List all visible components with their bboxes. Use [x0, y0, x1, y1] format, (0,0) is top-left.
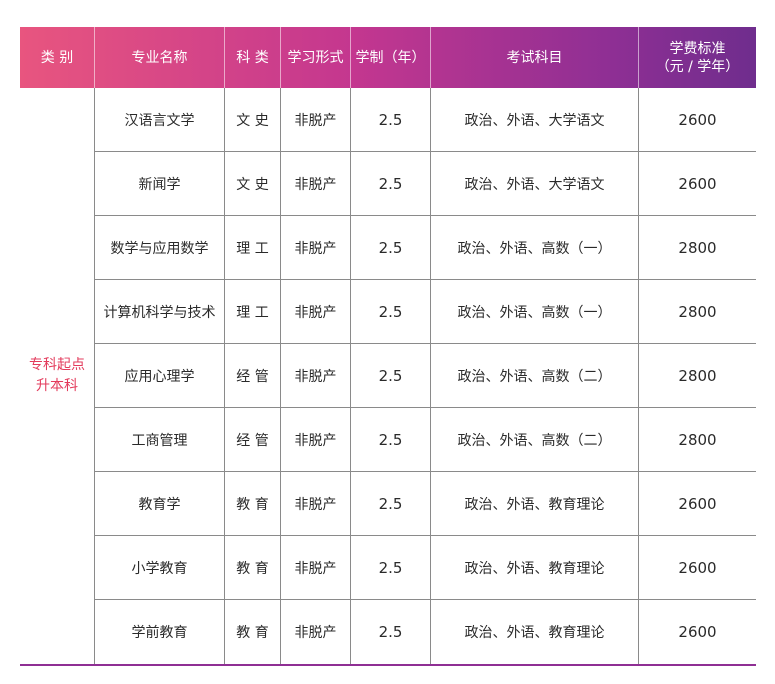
table-row: 工商管理经 管非脱产 2.5 政治、外语、高数（二） 2800 — [95, 408, 756, 472]
study-mode-cell: 非脱产 — [281, 216, 351, 279]
header-tuition: 学费标准 （元 / 学年） — [655, 40, 740, 75]
table-row: 小学教育教 育非脱产 2.5 政治、外语、教育理论 2600 — [95, 536, 756, 600]
duration-cell: 2.5 — [351, 88, 431, 151]
header-duration: 学制（年） — [351, 27, 431, 88]
duration-cell: 2.5 — [351, 216, 431, 279]
tuition-table: 类 别 专业名称 科 类 学习形式 学制（年） 考试科目 学费标准 （元 / 学… — [20, 27, 756, 666]
table-header: 类 别 专业名称 科 类 学习形式 学制（年） 考试科目 学费标准 （元 / 学… — [20, 27, 756, 88]
subject-type-cell: 理 工 — [225, 216, 281, 279]
duration-cell: 2.5 — [351, 408, 431, 471]
study-mode-cell: 非脱产 — [281, 280, 351, 343]
exam-subjects-cell: 政治、外语、大学语文 — [431, 152, 639, 215]
tuition-cell: 2600 — [678, 174, 717, 193]
duration-cell: 2.5 — [351, 280, 431, 343]
study-mode-cell: 非脱产 — [281, 536, 351, 599]
study-mode-cell: 非脱产 — [281, 152, 351, 215]
study-mode-cell: 非脱产 — [281, 344, 351, 407]
tuition-cell: 2800 — [678, 238, 717, 257]
study-mode-cell: 非脱产 — [281, 88, 351, 151]
header-exam-subjects: 考试科目 — [431, 27, 639, 88]
exam-subjects-cell: 政治、外语、高数（一） — [431, 280, 639, 343]
duration-cell: 2.5 — [351, 472, 431, 535]
category-cell: 专科起点 升本科 — [20, 88, 95, 664]
major-cell: 教育学 — [95, 472, 225, 535]
subject-type-cell: 经 管 — [225, 408, 281, 471]
tuition-cell: 2800 — [678, 302, 717, 321]
table-row: 汉语言文学文 史非脱产 2.5 政治、外语、大学语文 2600 — [95, 88, 756, 152]
major-cell: 新闻学 — [95, 152, 225, 215]
tuition-cell: 2600 — [678, 623, 717, 641]
tuition-cell: 2800 — [678, 430, 717, 449]
table-row: 计算机科学与技术理 工非脱产 2.5 政治、外语、高数（一） 2800 — [95, 280, 756, 344]
major-cell: 应用心理学 — [95, 344, 225, 407]
major-cell: 汉语言文学 — [95, 88, 225, 151]
study-mode-cell: 非脱产 — [281, 408, 351, 471]
table-row: 教育学教 育非脱产 2.5 政治、外语、教育理论 2600 — [95, 472, 756, 536]
table-row: 应用心理学经 管非脱产 2.5 政治、外语、高数（二） 2800 — [95, 344, 756, 408]
subject-type-cell: 教 育 — [225, 536, 281, 599]
table-row: 新闻学文 史非脱产 2.5 政治、外语、大学语文 2600 — [95, 152, 756, 216]
subject-type-cell: 经 管 — [225, 344, 281, 407]
study-mode-cell: 非脱产 — [281, 472, 351, 535]
table-row: 学前教育教 育非脱产 2.5 政治、外语、教育理论 2600 — [95, 600, 756, 664]
subject-type-cell: 教 育 — [225, 472, 281, 535]
exam-subjects-cell: 政治、外语、教育理论 — [431, 536, 639, 599]
table-rows: 汉语言文学文 史非脱产 2.5 政治、外语、大学语文 2600 新闻学文 史非脱产 2.5… — [95, 88, 756, 664]
tuition-cell: 2600 — [678, 558, 717, 577]
major-cell: 工商管理 — [95, 408, 225, 471]
header-major: 专业名称 — [95, 27, 225, 88]
subject-type-cell: 教 育 — [225, 600, 281, 664]
exam-subjects-cell: 政治、外语、大学语文 — [431, 88, 639, 151]
duration-cell: 2.5 — [351, 152, 431, 215]
subject-type-cell: 文 史 — [225, 88, 281, 151]
category-line-2: 升本科 — [36, 378, 78, 394]
duration-cell: 2.5 — [351, 344, 431, 407]
tuition-cell: 2600 — [678, 110, 717, 129]
major-cell: 学前教育 — [95, 600, 225, 664]
tuition-cell: 2800 — [678, 366, 717, 385]
category-line-1: 专科起点 — [29, 357, 85, 373]
study-mode-cell: 非脱产 — [281, 600, 351, 664]
header-study-mode: 学习形式 — [281, 27, 351, 88]
table-body: 专科起点 升本科 汉语言文学文 史非脱产 2.5 政治、外语、大学语文 2600 新闻学… — [20, 88, 756, 666]
header-category: 类 别 — [20, 27, 95, 88]
major-cell: 小学教育 — [95, 536, 225, 599]
major-cell: 计算机科学与技术 — [95, 280, 225, 343]
exam-subjects-cell: 政治、外语、高数（二） — [431, 408, 639, 471]
subject-type-cell: 文 史 — [225, 152, 281, 215]
duration-cell: 2.5 — [351, 536, 431, 599]
subject-type-cell: 理 工 — [225, 280, 281, 343]
exam-subjects-cell: 政治、外语、高数（一） — [431, 216, 639, 279]
duration-cell: 2.5 — [351, 600, 431, 664]
major-cell: 数学与应用数学 — [95, 216, 225, 279]
table-row: 数学与应用数学理 工非脱产 2.5 政治、外语、高数（一） 2800 — [95, 216, 756, 280]
exam-subjects-cell: 政治、外语、教育理论 — [431, 472, 639, 535]
exam-subjects-cell: 政治、外语、教育理论 — [431, 600, 639, 664]
exam-subjects-cell: 政治、外语、高数（二） — [431, 344, 639, 407]
tuition-cell: 2600 — [678, 494, 717, 513]
header-subject-type: 科 类 — [225, 27, 281, 88]
